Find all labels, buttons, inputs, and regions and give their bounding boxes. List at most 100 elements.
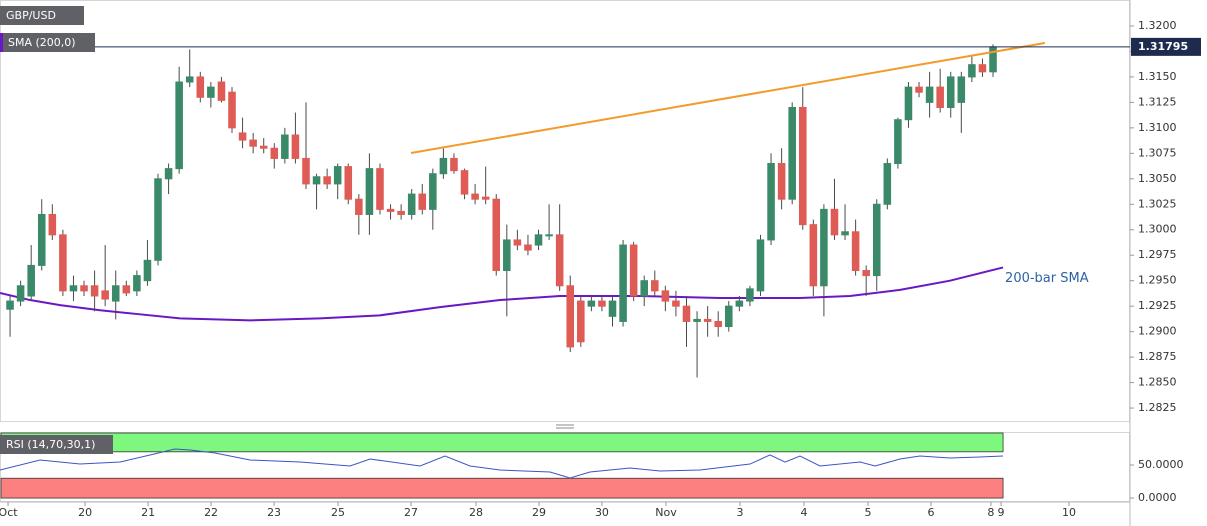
candle-body xyxy=(111,285,120,302)
candle-body xyxy=(481,196,490,200)
candle-body xyxy=(143,259,152,282)
x-tick-label: 9 xyxy=(998,506,1005,519)
candle-body xyxy=(862,269,870,277)
sma-badge xyxy=(0,33,95,52)
candle-body xyxy=(851,231,860,271)
x-tick-label: 8 xyxy=(987,506,994,519)
candle-body xyxy=(270,147,279,159)
candle-body xyxy=(101,290,109,300)
candle-body xyxy=(312,176,321,185)
candle-body xyxy=(122,285,131,294)
candle-body xyxy=(439,157,448,175)
candle-body xyxy=(672,300,680,307)
symbol-badge xyxy=(0,6,84,25)
candle-body xyxy=(185,76,194,83)
candle-body xyxy=(228,91,236,129)
candle-body xyxy=(80,285,88,292)
x-tick-label: Oct xyxy=(0,506,18,519)
candle-body xyxy=(904,86,913,121)
candle-body xyxy=(978,64,987,73)
overbought-band xyxy=(0,432,1004,453)
candle-body xyxy=(302,157,310,185)
candle-body xyxy=(291,134,300,159)
x-tick-label: 10 xyxy=(1062,506,1076,519)
candle-body xyxy=(281,134,289,159)
candle-body xyxy=(450,157,458,172)
candle-body xyxy=(6,300,14,310)
y-tick-label: 1.2825 xyxy=(1138,401,1177,414)
rsi-y-tick-label: 50.0000 xyxy=(1138,458,1184,471)
candle-body xyxy=(376,168,384,210)
candle-body xyxy=(915,86,923,93)
candle-body xyxy=(756,239,765,292)
y-tick-label: 1.2925 xyxy=(1138,299,1177,312)
candle-body xyxy=(651,280,659,292)
candle-body xyxy=(640,280,648,297)
x-tick-label: 27 xyxy=(404,506,418,519)
sma-badge-swatch xyxy=(0,33,3,52)
candle-body xyxy=(175,81,183,170)
candle-body xyxy=(608,300,617,317)
candle-body xyxy=(503,239,511,271)
candle-body xyxy=(809,224,818,287)
candle-body xyxy=(714,320,722,328)
candle-body xyxy=(460,170,469,195)
candle-body xyxy=(703,318,712,322)
candle-body xyxy=(492,198,501,271)
candle-body xyxy=(249,139,257,147)
y-tick-label: 1.3100 xyxy=(1138,121,1177,134)
candle-body xyxy=(629,244,638,297)
x-tick-label: 28 xyxy=(469,506,483,519)
candle-body xyxy=(69,285,78,292)
rsi-y-tick-label: 0.0000 xyxy=(1138,491,1177,504)
candle-body xyxy=(587,300,596,307)
rsi-title: RSI (14,70,30,1) xyxy=(6,438,95,451)
candle-body xyxy=(894,119,902,165)
x-tick-label: Nov xyxy=(655,506,677,519)
oversold-band xyxy=(0,477,1004,499)
candle-body xyxy=(418,193,427,210)
candle-body xyxy=(767,163,775,241)
y-tick-label: 1.2900 xyxy=(1138,325,1177,338)
candle-body xyxy=(323,176,331,185)
x-tick-label: 29 xyxy=(532,506,546,519)
y-tick-label: 1.3050 xyxy=(1138,172,1177,185)
y-tick-label: 1.3000 xyxy=(1138,223,1177,236)
candle-body xyxy=(841,231,849,236)
candle-body xyxy=(259,145,268,149)
candle-body xyxy=(946,76,955,108)
candle-body xyxy=(577,300,585,343)
candle-body xyxy=(164,168,173,180)
candle-body xyxy=(936,86,944,108)
candle-body xyxy=(207,86,215,98)
candle-body xyxy=(724,305,733,328)
candle-body xyxy=(555,234,564,287)
candle-body xyxy=(471,193,479,200)
y-tick-label: 1.3150 xyxy=(1138,70,1177,83)
candle-body xyxy=(788,106,796,200)
candle-body xyxy=(566,285,575,348)
candle-body xyxy=(798,106,807,226)
candle-body xyxy=(957,76,966,103)
candle-body xyxy=(524,244,532,251)
rsi-line xyxy=(0,448,1004,479)
rsi-badge xyxy=(0,435,113,454)
candle-body xyxy=(397,210,405,215)
candle-body xyxy=(407,193,416,215)
candle-body xyxy=(16,285,25,302)
y-tick-label: 1.3200 xyxy=(1138,19,1177,32)
candle-body xyxy=(90,285,99,297)
sma-line xyxy=(0,266,1004,322)
candle-body xyxy=(746,288,754,302)
pane-divider-handle[interactable] xyxy=(556,424,574,429)
x-tick-label: 22 xyxy=(204,506,218,519)
candle-body xyxy=(545,234,553,237)
candle-body xyxy=(661,290,670,302)
candle-body xyxy=(238,132,247,141)
candle-body xyxy=(693,318,701,322)
candle-body xyxy=(37,213,46,266)
candle-body xyxy=(429,173,437,210)
chart-title: GBP/USD xyxy=(6,9,56,22)
candle-body xyxy=(217,81,226,101)
